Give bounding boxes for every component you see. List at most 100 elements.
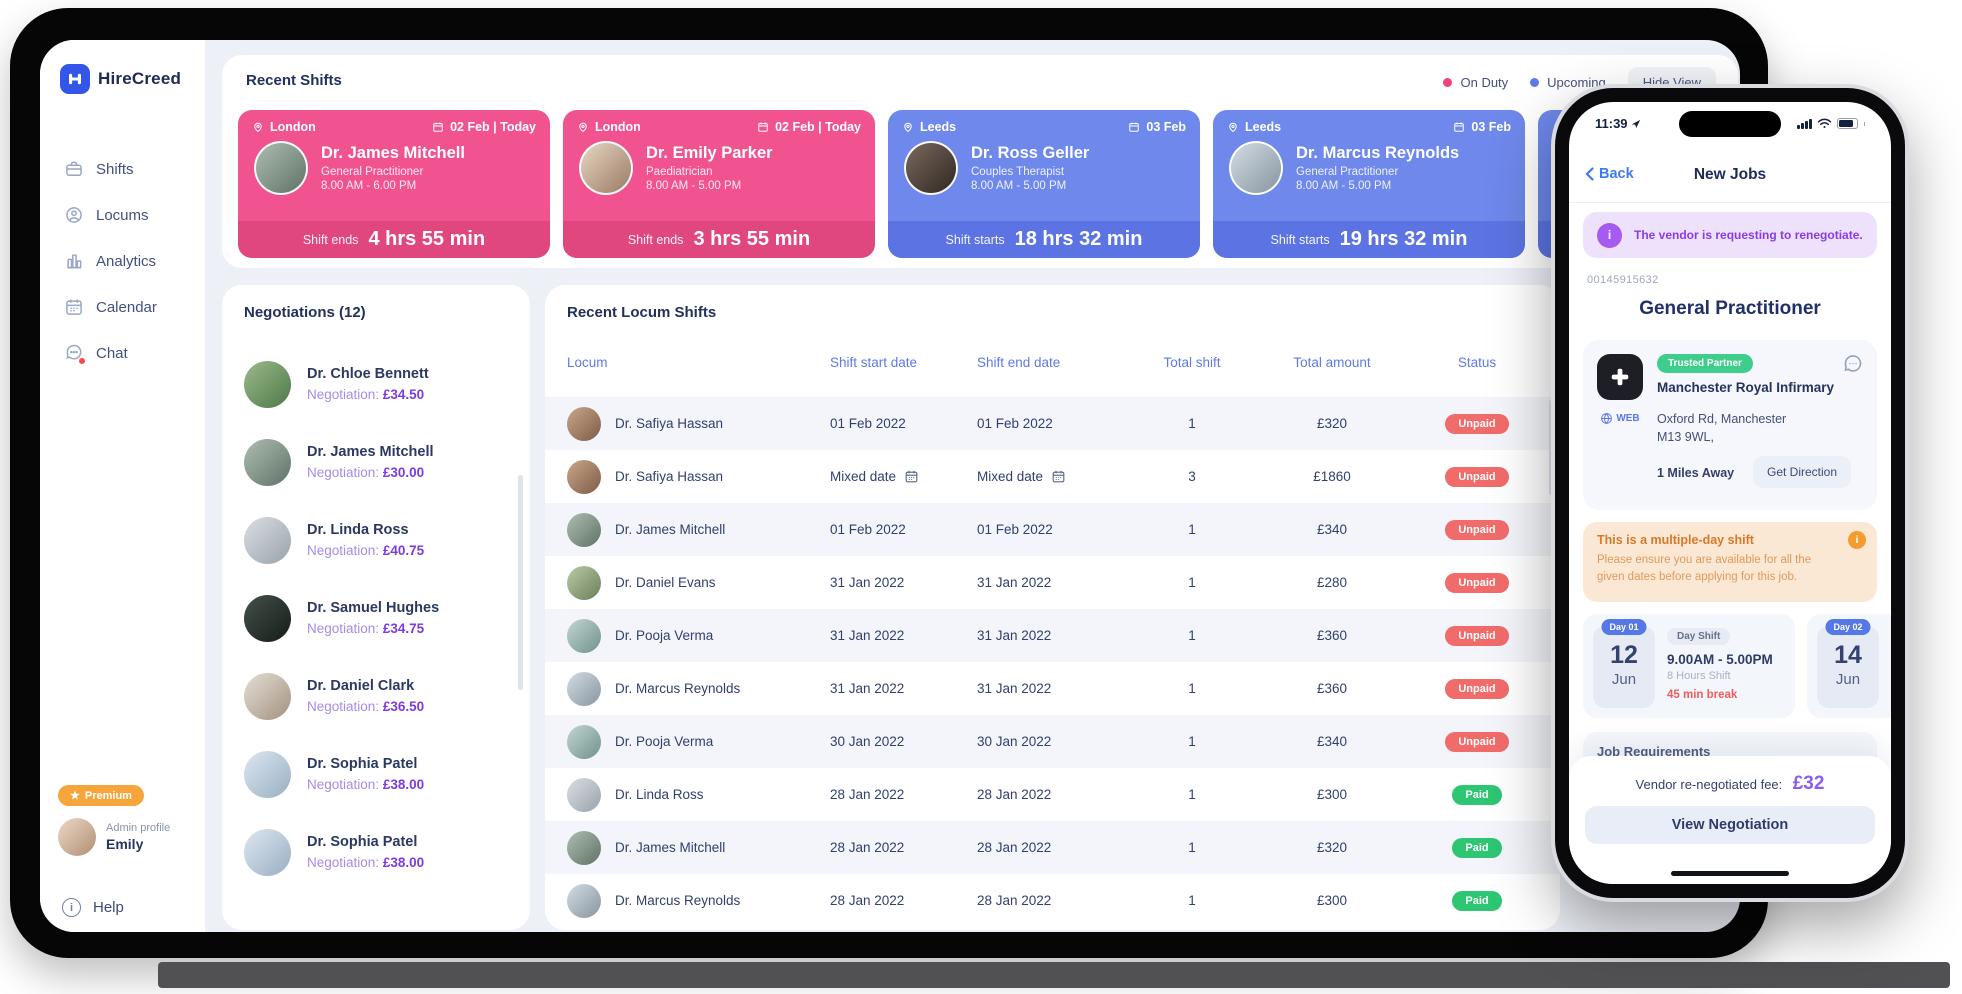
negotiation-item[interactable]: Dr. James Mitchell Negotiation: £30.00: [222, 423, 530, 501]
locum-name: Dr. Safiya Hassan: [615, 416, 724, 431]
battery-nub: [1863, 121, 1865, 126]
negotiation-item[interactable]: Dr. Daniel Clark Negotiation: £36.50: [222, 657, 530, 735]
status-badge: Unpaid: [1445, 466, 1509, 487]
view-negotiation-button[interactable]: View Negotiation: [1585, 806, 1875, 844]
shift-end-date: 31 Jan 2022: [977, 681, 1052, 696]
table-row[interactable]: Dr. Safiya Hassan 01 Feb 2022 01 Feb 202…: [545, 397, 1560, 450]
on-duty-dot-icon: [1443, 78, 1453, 87]
shift-end-date: 01 Feb 2022: [977, 416, 1053, 431]
fee-label: Vendor re-negotiated fee:: [1635, 777, 1783, 792]
doctor-name: Dr. James Mitchell: [321, 144, 465, 162]
locum-name: Dr. Marcus Reynolds: [615, 893, 741, 908]
sidebar-item-shifts[interactable]: Shifts: [64, 158, 157, 180]
shift-cards-row: London 02 Feb | Today Dr. James Mitchell: [238, 110, 1738, 258]
sidebar-item-calendar[interactable]: Calendar: [64, 296, 157, 318]
shift-card[interactable]: Leeds 03 Feb Dr. Marcus Reynolds G: [1213, 110, 1525, 258]
locum-name: Dr. Pooja Verma: [615, 734, 714, 749]
banner-text: The vendor is requesting to renegotiate.: [1634, 228, 1863, 242]
table-row[interactable]: Dr. James Mitchell 01 Feb 2022 01 Feb 20…: [545, 503, 1560, 556]
shift-card[interactable]: London 02 Feb | Today Dr. Emily Parker: [563, 110, 875, 258]
briefcase-icon: [64, 159, 84, 179]
status-time: 11:39: [1595, 116, 1628, 131]
job-id: 00145915632: [1587, 274, 1659, 286]
message-bubble-icon[interactable]: [1841, 352, 1865, 376]
back-button[interactable]: Back: [1585, 166, 1634, 182]
get-direction-button[interactable]: Get Direction: [1753, 456, 1852, 488]
avatar: [567, 512, 601, 547]
negotiations-scrollbar[interactable]: [518, 475, 523, 690]
table-row[interactable]: Dr. Linda Ross 28 Jan 2022 28 Jan 2022 1…: [545, 768, 1560, 821]
shift-start-date: Mixed date: [830, 469, 977, 484]
monitor-stand: [158, 962, 1950, 988]
locum-shifts-title: Recent Locum Shifts: [567, 304, 717, 321]
negotiation-item[interactable]: Dr. Sophia Patel Negotiation: £38.00: [222, 813, 530, 891]
negotiation-item[interactable]: Dr. Chloe Bennett Negotiation: £34.50: [222, 345, 530, 423]
negotiations-panel: Negotiations (12) Dr. Chloe Bennett Nego…: [222, 285, 530, 930]
location-pin-icon: [904, 122, 912, 133]
table-row[interactable]: Dr. Safiya Hassan Mixed date Mixed date …: [545, 450, 1560, 503]
status-badge: Paid: [1452, 837, 1502, 858]
web-link[interactable]: WEB: [1597, 412, 1643, 425]
shift-card[interactable]: Leeds 03 Feb Dr. Ross Geller Coupl: [888, 110, 1200, 258]
table-row[interactable]: Dr. James Mitchell 28 Jan 2022 28 Jan 20…: [545, 821, 1560, 874]
total-amount: £1860: [1313, 469, 1351, 484]
table-row[interactable]: Dr. Pooja Verma 30 Jan 2022 30 Jan 2022 …: [545, 715, 1560, 768]
day-shift-card[interactable]: Day 02 14 Jun Day Shift 9.00AM - 5.00PM …: [1807, 614, 1891, 718]
table-row[interactable]: Dr. Marcus Reynolds 31 Jan 2022 31 Jan 2…: [545, 662, 1560, 715]
recent-shifts-panel: Recent Shifts On Duty Upcoming Hide View: [222, 55, 1738, 268]
total-shift: 1: [1188, 893, 1196, 908]
negotiation-label: Negotiation:: [307, 699, 380, 714]
shift-type-badge: Day Shift: [1667, 628, 1731, 645]
shift-card[interactable]: London 02 Feb | Today Dr. James Mitchell: [238, 110, 550, 258]
vendor-name: Manchester Royal Infirmary: [1657, 380, 1835, 395]
avatar: [567, 406, 601, 441]
admin-profile[interactable]: Admin profile Emily: [58, 818, 170, 856]
table-row[interactable]: Dr. Marcus Reynolds 28 Jan 2022 28 Jan 2…: [545, 874, 1560, 927]
status-badge: Unpaid: [1445, 625, 1509, 646]
table-body: Dr. Safiya Hassan 01 Feb 2022 01 Feb 202…: [545, 397, 1560, 927]
avatar: [1229, 141, 1283, 195]
help-button[interactable]: i Help: [62, 898, 124, 917]
upcoming-dot-icon: [1530, 78, 1540, 87]
card-date: 03 Feb: [1128, 120, 1186, 134]
day-shift-card[interactable]: Day 01 12 Jun Day Shift 9.00AM - 5.00PM …: [1583, 614, 1795, 718]
negotiation-item[interactable]: Dr. Linda Ross Negotiation: £40.75: [222, 501, 530, 579]
total-amount: £340: [1316, 734, 1348, 749]
locum-name: Dr. Marcus Reynolds: [615, 681, 741, 696]
col-start: Shift start date: [830, 355, 918, 370]
phone-screen: 11:39 Back New Jobs: [1569, 102, 1891, 884]
negotiation-label: Negotiation:: [307, 621, 380, 636]
table-row[interactable]: Dr. Daniel Evans 31 Jan 2022 31 Jan 2022…: [545, 556, 1560, 609]
negotiation-item[interactable]: Dr. Samuel Hughes Negotiation: £34.75: [222, 579, 530, 657]
brand: HireCreed: [60, 64, 181, 94]
home-indicator[interactable]: [1671, 871, 1789, 876]
premium-badge[interactable]: ★ Premium: [58, 785, 144, 806]
locum-shifts-panel: Recent Locum Shifts Locum Shift start da…: [545, 285, 1560, 930]
vendor-address: Oxford Rd, Manchester M13 9WL,: [1657, 412, 1787, 445]
shift-time: 8.00 AM - 5.00 PM: [1296, 180, 1392, 192]
negotiation-item[interactable]: Dr. Sophia Patel Negotiation: £38.00: [222, 735, 530, 813]
shift-start-date: 01 Feb 2022: [830, 522, 906, 537]
table-row[interactable]: Dr. Pooja Verma 31 Jan 2022 31 Jan 2022 …: [545, 609, 1560, 662]
phone-notch: [1679, 111, 1781, 137]
doctor-name: Dr. Linda Ross: [307, 522, 409, 538]
card-date: 02 Feb | Today: [757, 120, 861, 134]
col-status: Status: [1457, 355, 1497, 370]
total-amount: £320: [1316, 416, 1348, 431]
legend-upcoming: Upcoming: [1530, 75, 1606, 90]
bar-chart-icon: [64, 251, 84, 271]
sidebar-item-analytics[interactable]: Analytics: [64, 250, 157, 272]
calendar-icon: [1052, 470, 1065, 483]
negotiation-amount: £34.50: [382, 387, 425, 402]
fee-value: £32: [1792, 773, 1825, 794]
avatar: [244, 360, 291, 408]
shift-break: 45 min break: [1667, 689, 1738, 701]
total-shift: 1: [1188, 840, 1196, 855]
doctor-name: Dr. James Mitchell: [307, 444, 434, 460]
info-icon: i: [1848, 531, 1866, 549]
total-amount: £320: [1316, 840, 1348, 855]
shift-end-date: 31 Jan 2022: [977, 628, 1052, 643]
sidebar-item-locums[interactable]: Locums: [64, 204, 157, 226]
avatar: [244, 594, 291, 642]
sidebar-item-chat[interactable]: Chat: [64, 342, 157, 365]
